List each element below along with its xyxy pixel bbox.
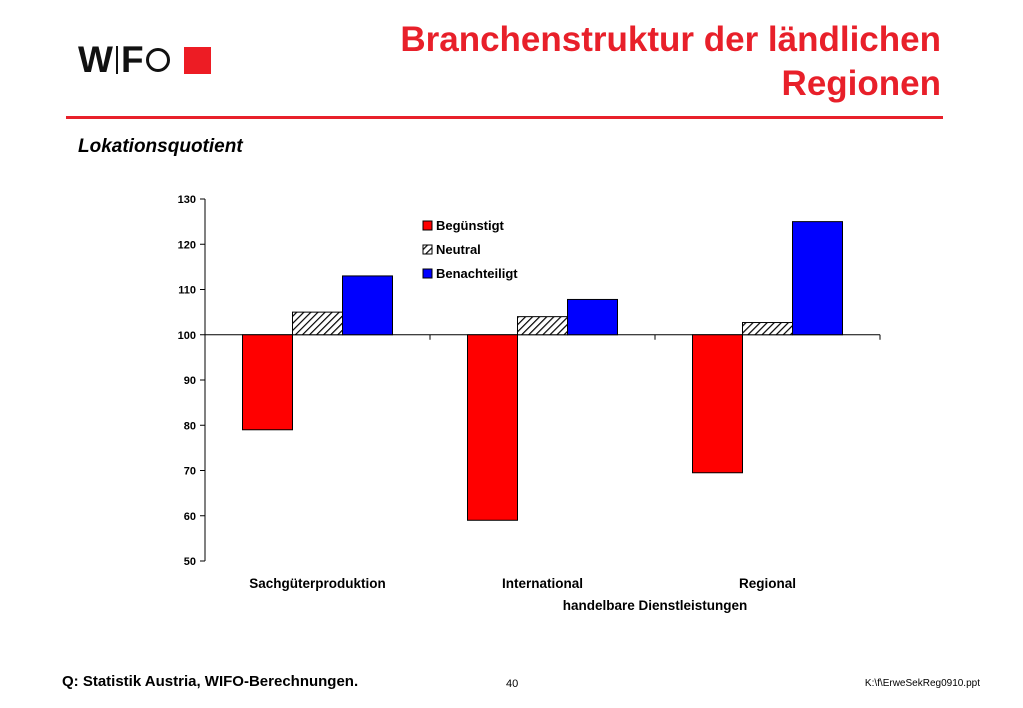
bar-benachteiligt-1 (567, 298, 618, 336)
logo-letter-w: W (78, 39, 113, 80)
slide-title: Branchenstruktur der ländlichen Regionen (321, 18, 941, 106)
legend-swatch-begnstigt (422, 220, 433, 231)
chart-subtitle: Lokationsquotient (78, 136, 243, 157)
legend-swatch-neutral (422, 244, 433, 255)
y-tick-label: 60 (184, 511, 196, 523)
y-tick-label: 100 (178, 330, 196, 342)
logo-letter-f: F (120, 39, 144, 80)
logo-separator (115, 46, 118, 74)
file-name: K:\f\ErweSekReg0910.ppt (864, 678, 980, 689)
chart-labels: Sachgüterproduktion International Regional… (249, 576, 796, 613)
x-category-label: Regional (739, 576, 796, 591)
y-tick-label: 70 (184, 466, 196, 478)
legend-label: Begünstigt (436, 218, 505, 233)
legend-label: Neutral (436, 242, 481, 257)
page-number: 40 (506, 678, 519, 690)
y-tick-label: 80 (184, 420, 196, 432)
y-tick-label: 130 (178, 194, 196, 206)
y-tick-label: 110 (178, 285, 196, 297)
y-tick-label: 120 (178, 239, 196, 251)
y-tick-label: 90 (184, 375, 196, 387)
source-note: Q: Statistik Austria, WIFO-Berechnungen. (62, 673, 359, 690)
slide-title-line1: Branchenstruktur der ländlichen (400, 20, 941, 59)
logo-circle-icon (145, 48, 170, 72)
y-tick-label: 50 (184, 556, 196, 568)
bar-begnstigt-1 (467, 334, 518, 521)
x-category-label: Sachgüterproduktion (249, 576, 386, 591)
title-divider (66, 116, 943, 119)
x-category-label: International (502, 576, 583, 591)
logo-square-icon (183, 46, 211, 74)
bar-neutral-0 (292, 311, 343, 336)
chart-legend: Begünstigt Neutral Benachteiligt (422, 218, 518, 281)
bar-begnstigt-0 (242, 334, 293, 431)
legend-label: Benachteiligt (436, 266, 518, 281)
slide-title-line2: Regionen (781, 64, 941, 103)
chart-bars (242, 221, 843, 521)
x-group-label: handelbare Dienstleistungen (563, 598, 748, 613)
wifo-logo: W F (78, 40, 211, 80)
bar-neutral-2 (742, 322, 793, 336)
bar-benachteiligt-0 (342, 275, 393, 336)
bar-begnstigt-2 (692, 334, 743, 474)
bar-neutral-1 (517, 316, 568, 336)
legend-swatch-benachteiligt (422, 268, 433, 279)
bar-benachteiligt-2 (792, 221, 843, 336)
